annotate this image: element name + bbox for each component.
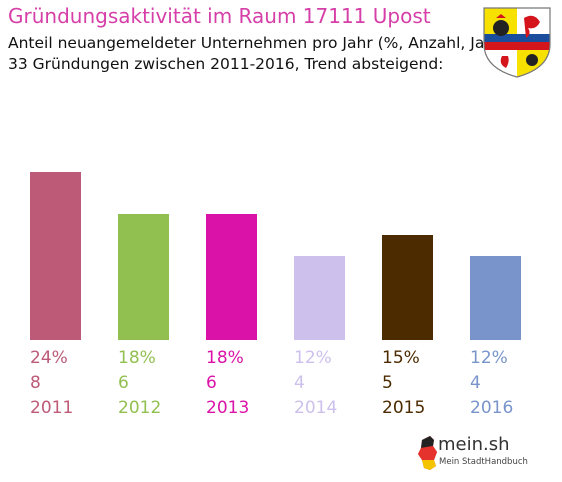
year-label-2016: 2016 bbox=[470, 398, 514, 418]
count-label-2011: 8 bbox=[30, 373, 41, 393]
count-label-2015: 5 bbox=[382, 373, 393, 393]
count-label-2016: 4 bbox=[470, 373, 481, 393]
year-label-2012: 2012 bbox=[118, 398, 162, 418]
percent-label-2016: 12% bbox=[470, 348, 508, 368]
year-label-2014: 2014 bbox=[294, 398, 338, 418]
percent-label-2012: 18% bbox=[118, 348, 156, 368]
bar-2012 bbox=[118, 214, 169, 340]
chart-subtitle-line-2: 33 Gründungen zwischen 2011-2016, Trend … bbox=[8, 55, 444, 73]
bar-2015 bbox=[382, 235, 433, 340]
percent-label-2014: 12% bbox=[294, 348, 332, 368]
mecklenburg-vorpommern-coat-of-arms-icon bbox=[483, 7, 551, 78]
logo-tagline: Mein StadtHandbuch bbox=[439, 457, 528, 467]
percent-label-2015: 15% bbox=[382, 348, 420, 368]
bar-2011 bbox=[30, 172, 81, 340]
count-label-2012: 6 bbox=[118, 373, 129, 393]
percent-label-2011: 24% bbox=[30, 348, 68, 368]
bar-2014 bbox=[294, 256, 345, 340]
count-label-2014: 4 bbox=[294, 373, 305, 393]
year-label-2015: 2015 bbox=[382, 398, 426, 418]
year-label-2011: 2011 bbox=[30, 398, 74, 418]
count-label-2013: 6 bbox=[206, 373, 217, 393]
mein-sh-logo bbox=[418, 436, 437, 470]
year-label-2013: 2013 bbox=[206, 398, 250, 418]
logo-text: mein.sh bbox=[438, 434, 510, 455]
bar-2016 bbox=[470, 256, 521, 340]
bar-2013 bbox=[206, 214, 257, 340]
chart-title: Gründungsaktivität im Raum 17111 Upost bbox=[8, 4, 431, 28]
percent-label-2013: 18% bbox=[206, 348, 244, 368]
chart-subtitle-line-1: Anteil neuangemeldeter Unternehmen pro J… bbox=[8, 34, 507, 52]
